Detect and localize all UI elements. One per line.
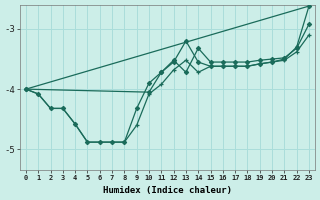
X-axis label: Humidex (Indice chaleur): Humidex (Indice chaleur) [103, 186, 232, 195]
